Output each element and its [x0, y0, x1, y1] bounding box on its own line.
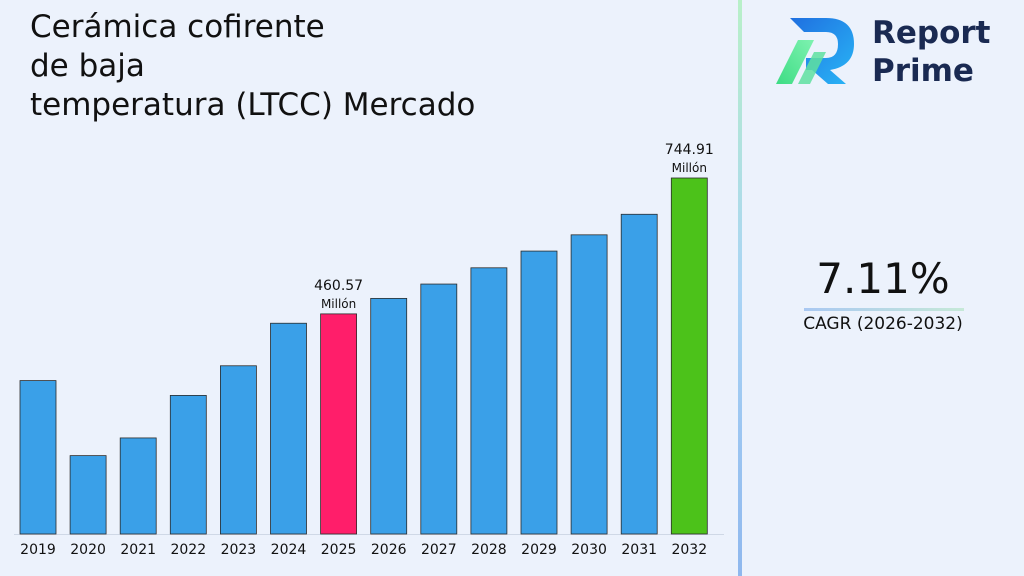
x-tick-label-2032: 2032 [671, 542, 707, 558]
x-tick-label-2021: 2021 [120, 542, 156, 558]
brand-name: Report Prime [872, 14, 991, 90]
x-tick-label-2025: 2025 [321, 542, 357, 558]
chart-title-line-3: temperatura (LTCC) Mercado [30, 87, 476, 123]
cagr-underline [804, 308, 964, 311]
bar-2019 [19, 380, 57, 535]
bar-chart: 2019 2020 2021 2022 2023 2024 2025 2026 2027 2028… [14, 142, 724, 558]
data-label-unit-2025: Millón [321, 297, 356, 311]
bar-2023 [219, 365, 257, 535]
x-tick-label-2024: 2024 [271, 542, 307, 558]
x-tick-label-2019: 2019 [20, 542, 56, 558]
x-tick-label-2027: 2027 [421, 542, 457, 558]
bar-2020 [69, 455, 107, 535]
panel-divider [738, 0, 742, 576]
bar-2028 [470, 267, 508, 535]
bar-2022 [169, 395, 207, 535]
bar-2030 [570, 234, 608, 535]
data-label-value-2032: 744.91 [665, 142, 714, 158]
x-tick-label-2028: 2028 [471, 542, 507, 558]
chart-title: Cerámica cofirente de baja temperatura (… [30, 8, 590, 125]
bar-2021 [119, 437, 157, 535]
bar-2025 [320, 313, 358, 535]
bar-2029 [520, 250, 558, 535]
data-label-value-2025: 460.57 [314, 278, 363, 294]
x-tick-label-2020: 2020 [70, 542, 106, 558]
bar-2024 [270, 322, 307, 535]
chart-title-line-1: Cerámica cofirente [30, 9, 325, 45]
x-tick-label-2031: 2031 [621, 542, 657, 558]
brand-name-line-1: Report [872, 15, 991, 51]
data-label-unit-2032: Millón [672, 161, 707, 175]
cagr-label: CAGR (2026-2032) [803, 314, 963, 334]
side-panel [742, 0, 1024, 576]
bar-2031 [620, 213, 658, 535]
x-tick-label-2030: 2030 [571, 542, 607, 558]
x-tick-label-2022: 2022 [170, 542, 206, 558]
cagr-value: 7.11% [816, 254, 950, 303]
chart-title-line-2: de baja [30, 48, 145, 84]
brand-name-line-2: Prime [872, 53, 974, 89]
report-prime-logo-icon [776, 18, 854, 84]
x-tick-label-2026: 2026 [371, 542, 407, 558]
bar-2026 [370, 297, 408, 535]
bar-2027 [420, 283, 458, 535]
x-tick-label-2029: 2029 [521, 542, 557, 558]
x-tick-label-2023: 2023 [221, 542, 257, 558]
bar-2032 [670, 177, 708, 535]
